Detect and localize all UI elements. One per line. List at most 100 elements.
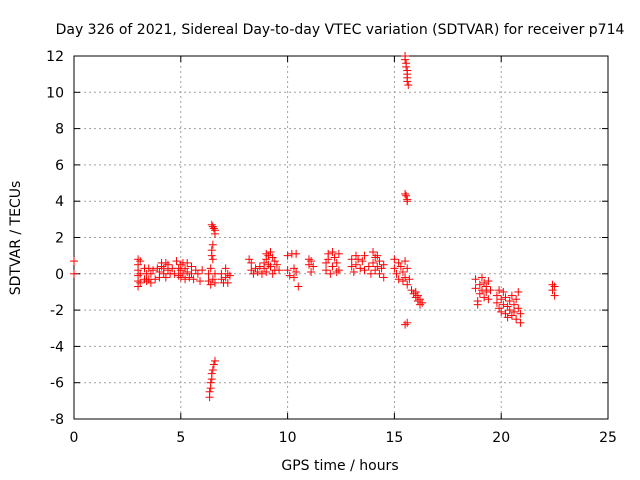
data-point <box>347 262 356 271</box>
data-point <box>328 248 337 257</box>
data-point <box>198 266 207 275</box>
data-point <box>253 267 262 276</box>
data-point <box>495 286 504 295</box>
data-point <box>161 273 170 282</box>
data-point <box>221 264 230 273</box>
data-point <box>390 255 399 264</box>
data-point <box>497 307 506 316</box>
data-point <box>146 269 155 278</box>
data-point <box>285 271 294 280</box>
y-tick-label: 6 <box>55 158 64 174</box>
data-point <box>505 306 514 315</box>
x-tick-label: 5 <box>176 430 185 446</box>
data-point <box>473 300 482 309</box>
data-point <box>375 257 384 266</box>
data-point <box>484 295 493 304</box>
data-point <box>249 269 258 278</box>
data-point <box>176 273 185 282</box>
data-point <box>401 55 410 64</box>
data-point <box>475 280 484 289</box>
data-point <box>480 293 489 302</box>
data-point <box>411 287 420 296</box>
data-point <box>471 275 480 284</box>
data-point <box>514 287 523 296</box>
data-point <box>351 260 360 269</box>
data-point <box>510 300 519 309</box>
data-point <box>484 277 493 286</box>
data-point <box>377 264 386 273</box>
data-point <box>514 304 523 313</box>
data-point <box>183 258 192 267</box>
data-point <box>309 262 318 271</box>
data-point <box>208 365 217 374</box>
data-point <box>477 273 486 282</box>
data-point <box>413 291 422 300</box>
data-point <box>398 277 407 286</box>
data-point <box>217 275 226 284</box>
data-point <box>364 262 373 271</box>
data-point <box>505 297 514 306</box>
data-point <box>492 298 501 307</box>
data-point <box>510 307 519 316</box>
data-point <box>225 271 234 280</box>
y-tick-label: 12 <box>46 49 64 65</box>
data-point <box>221 273 230 282</box>
data-point <box>516 309 525 318</box>
data-point <box>326 269 335 278</box>
data-point <box>151 275 160 284</box>
data-point <box>247 258 256 267</box>
data-point <box>499 287 508 296</box>
data-point <box>294 282 303 291</box>
data-point <box>492 291 501 300</box>
data-point <box>181 264 190 273</box>
chart-title: Day 326 of 2021, Sidereal Day-to-day VTE… <box>56 22 625 38</box>
data-point <box>356 264 365 273</box>
data-point <box>264 260 273 269</box>
data-points <box>70 52 559 402</box>
x-tick-label: 15 <box>385 430 403 446</box>
data-point <box>379 273 388 282</box>
data-point <box>260 264 269 273</box>
data-point <box>475 289 484 298</box>
data-point <box>183 267 192 276</box>
data-point <box>392 269 401 278</box>
data-point <box>245 255 254 264</box>
data-point <box>207 369 216 378</box>
data-point <box>403 77 412 86</box>
data-point <box>480 278 489 287</box>
data-point <box>209 360 218 369</box>
y-tick-label: -8 <box>50 412 64 428</box>
data-point <box>402 62 411 71</box>
data-point <box>223 269 232 278</box>
data-point <box>334 249 343 258</box>
data-point <box>209 224 218 233</box>
data-point <box>268 253 277 262</box>
data-point <box>516 318 525 327</box>
data-point <box>205 387 214 396</box>
data-point <box>330 253 339 262</box>
y-tick-label: 2 <box>55 231 64 247</box>
y-tick-label: -2 <box>50 303 64 319</box>
data-point <box>354 255 363 264</box>
data-point <box>283 266 292 275</box>
data-point <box>185 273 194 282</box>
data-point <box>161 258 170 267</box>
data-point <box>550 291 559 300</box>
x-tick-label: 25 <box>599 430 617 446</box>
data-point <box>402 191 411 200</box>
data-point <box>507 291 516 300</box>
data-point <box>251 264 260 273</box>
data-point <box>146 278 155 287</box>
data-point <box>369 248 378 257</box>
data-point <box>206 280 215 289</box>
data-point <box>324 255 333 264</box>
data-point <box>404 81 413 90</box>
data-point <box>193 269 202 278</box>
data-point <box>499 300 508 309</box>
data-point <box>403 280 412 289</box>
data-point <box>403 197 412 206</box>
data-point <box>512 295 521 304</box>
data-point <box>292 249 301 258</box>
data-point <box>371 253 380 262</box>
data-point <box>210 278 219 287</box>
